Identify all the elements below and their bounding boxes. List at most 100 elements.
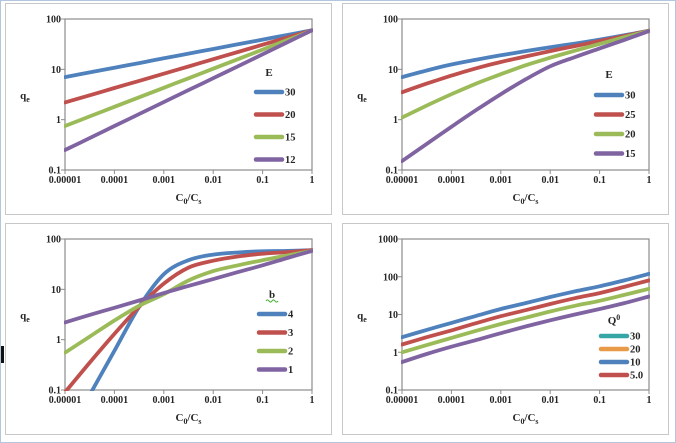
y-tick-label: 1 [56, 115, 61, 126]
legend-label: 12 [285, 155, 296, 166]
series-line-5.0 [401, 294, 650, 364]
y-tick-label: 1000 [378, 235, 398, 246]
legend-label: 20 [625, 130, 636, 141]
x-tick-label: 0.00001 [49, 395, 82, 406]
x-tick-label: 0.0001 [438, 175, 466, 186]
x-tick-label: 0.00001 [49, 175, 82, 186]
x-tick-label: 0.01 [541, 395, 559, 406]
legend: E 30 20 15 12 [253, 67, 296, 166]
legend-title: Q0 [608, 313, 621, 327]
series-line-15 [401, 29, 650, 163]
x-tick-label: 0.1 [593, 175, 606, 186]
series-line-10 [401, 286, 650, 355]
legend-label: 30 [285, 88, 296, 99]
x-tick-label: 1 [647, 395, 652, 406]
x-tick-label: 0.0001 [438, 395, 466, 406]
series-line-20 [64, 28, 313, 105]
series-group [64, 28, 313, 152]
x-tick-label: 1 [310, 175, 315, 186]
y-axis-title: qe [357, 310, 367, 324]
x-tick-label: 0.001 [153, 175, 176, 186]
stray-mark [1, 346, 4, 363]
legend-title: E [265, 67, 272, 79]
x-tick-label: 0.001 [490, 175, 513, 186]
series-line-4 [89, 248, 313, 391]
y-tick-label: 100 [383, 272, 398, 283]
y-tick-label: 1 [56, 335, 61, 346]
x-axis-title: C0/Cs [513, 192, 539, 206]
x-tick-label: 0.0001 [101, 395, 129, 406]
x-tick-label: 0.00001 [386, 395, 419, 406]
legend: E 30 25 20 15 [593, 69, 636, 160]
legend-label: 3 [288, 328, 293, 339]
x-tick-label: 0.1 [593, 395, 606, 406]
series-line-20 [401, 278, 650, 347]
y-tick-label: 0.1 [386, 166, 399, 177]
legend-label: 5.0 [630, 371, 643, 382]
x-tick-label: 0.01 [204, 395, 222, 406]
y-tick-label: 100 [46, 235, 61, 246]
spellcheck-squiggle-icon [265, 299, 279, 303]
series-line-12 [64, 28, 313, 152]
x-tick-label: 1 [310, 395, 315, 406]
x-tick-label: 0.001 [153, 395, 176, 406]
legend-label: 15 [625, 149, 636, 160]
plot-border [401, 18, 650, 171]
legend-label: 20 [285, 110, 296, 121]
legend-label: 15 [285, 133, 296, 144]
series-group [401, 271, 650, 364]
series-line-30 [64, 28, 313, 79]
x-axis-title: C0/Cs [176, 192, 202, 206]
chart-panel-top-right: 100 10 1 0.1 0.00001 0.0001 0.001 0.01 0.1 1 qe C0/… [342, 3, 669, 215]
series-line-30 [401, 271, 650, 340]
y-tick-label: 0.1 [49, 386, 62, 397]
y-tick-label: 0.1 [49, 166, 62, 177]
legend: b 4 3 2 1 [256, 289, 294, 376]
y-tick-label: 10 [51, 65, 61, 76]
legend-label: 2 [288, 347, 293, 358]
legend-label: 1 [288, 365, 293, 376]
x-tick-label: 0.001 [490, 395, 513, 406]
series-group [64, 248, 313, 391]
chart-panel-bottom-left: 100 10 1 0.1 0.00001 0.0001 0.001 0.01 0.1 1 qe C0/… [5, 223, 332, 435]
y-tick-label: 10 [388, 310, 398, 321]
x-axis-title: C0/Cs [176, 412, 202, 426]
legend-label: 25 [625, 110, 636, 121]
y-tick-label: 100 [46, 15, 61, 26]
series-line-2 [64, 249, 313, 355]
legend-title: b [269, 289, 275, 301]
series-line-25 [401, 28, 650, 95]
series-line-15 [64, 28, 313, 128]
series-line-20 [401, 29, 650, 120]
y-tick-label: 100 [383, 15, 398, 26]
y-tick-label: 10 [51, 285, 61, 296]
y-tick-label: 10 [388, 65, 398, 76]
legend-label: 20 [630, 345, 641, 356]
y-axis-title: qe [20, 310, 30, 324]
y-tick-label: 1 [393, 348, 398, 359]
x-tick-label: 0.00001 [386, 175, 419, 186]
y-tick-label: 1 [393, 115, 398, 126]
series-line-1 [64, 249, 313, 325]
legend-title: E [605, 69, 612, 81]
y-axis-title: qe [357, 90, 367, 104]
plot-border [64, 238, 313, 391]
x-tick-label: 0.0001 [101, 175, 129, 186]
legend-label: 10 [630, 358, 641, 369]
legend: Q0 30 20 10 5.0 [598, 313, 643, 382]
x-tick-label: 0.01 [204, 175, 222, 186]
y-tick-label: 0.1 [386, 386, 399, 397]
x-axis-title: C0/Cs [513, 412, 539, 426]
legend-label: 4 [288, 310, 294, 321]
y-axis-title: qe [20, 90, 30, 104]
legend-label: 30 [630, 332, 641, 343]
